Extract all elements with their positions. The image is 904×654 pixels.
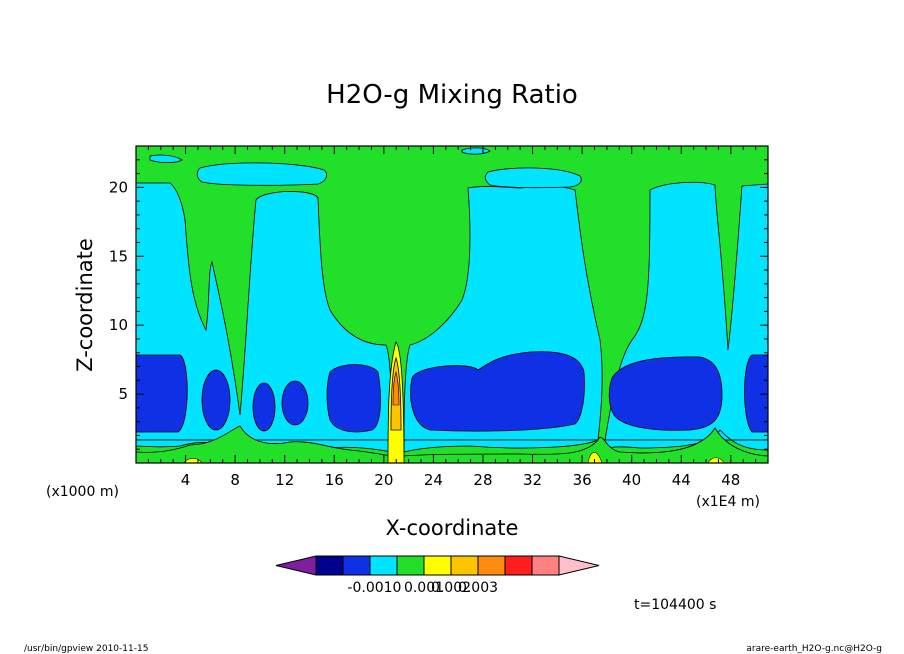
x-tick-label: 12 (275, 471, 294, 489)
y-scale-note: (x1000 m) (46, 484, 119, 500)
footer-left: /usr/bin/gpview 2010-11-15 (24, 644, 148, 654)
y-tick-label: 20 (109, 178, 128, 196)
colorbar-swatch (396, 555, 425, 576)
contour-cyan-region-1 (136, 182, 393, 441)
colorbar-swatch (369, 555, 398, 576)
plot-frame (135, 145, 769, 464)
contour-cyan-top-2 (484, 167, 582, 188)
colorbar-tick-label: 0.003 (458, 580, 498, 596)
colorbar (275, 555, 600, 576)
contour-cyan-top-1 (196, 162, 327, 186)
y-tick-label: 15 (109, 247, 128, 265)
x-tick-label: 32 (523, 471, 542, 489)
colorbar-under-triangle (275, 555, 317, 576)
contour-blue-cell-3 (252, 382, 276, 432)
x-tick-label: 20 (374, 471, 393, 489)
colorbar-swatch (477, 555, 506, 576)
contour-cyan-top-3 (149, 154, 183, 164)
x-scale-note: (x1E4 m) (696, 494, 760, 510)
colorbar-tick-label: 0.002 (431, 580, 471, 596)
colorbar-swatch (342, 555, 371, 576)
y-axis-label: Z-coordinate (73, 238, 97, 372)
colorbar-swatch (423, 555, 452, 576)
x-tick-label: 40 (622, 471, 641, 489)
contour-blue-cell-7 (608, 356, 723, 431)
colorbar-swatch (504, 555, 533, 576)
colorbar-tick-label: 0 (393, 580, 402, 596)
x-tick-label: 44 (672, 471, 691, 489)
x-tick-label: 28 (473, 471, 492, 489)
x-tick-label: 4 (181, 471, 191, 489)
chart-title: H2O-g Mixing Ratio (326, 80, 578, 110)
colorbar-swatch (531, 555, 560, 576)
x-tick-label: 8 (230, 471, 240, 489)
colorbar-swatch (450, 555, 479, 576)
y-axis-ticks: 5 10 15 20 (109, 159, 768, 450)
time-label: t=104400 s (634, 597, 716, 613)
contour-red-core (392, 370, 400, 406)
contour-blue-cell-1 (136, 354, 188, 433)
x-axis-ticks: 4 8 12 16 20 24 28 32 36 40 44 48 (147, 146, 757, 489)
colorbar-tick-label: 0.001 (404, 580, 444, 596)
footer-right: arare-earth_H2O-g.nc@H2O-g (746, 644, 882, 654)
y-tick-label: 5 (118, 385, 128, 403)
x-tick-label: 16 (325, 471, 344, 489)
contour-cyan-top-4 (461, 147, 491, 155)
contour-green-surface (136, 425, 768, 463)
x-tick-label: 36 (573, 471, 592, 489)
contour-blue-cell-5 (326, 364, 381, 433)
colorbar-swatch (315, 555, 344, 576)
plot-area (136, 146, 768, 463)
contour-blue-cell-6 (410, 351, 585, 432)
contour-blue-cell-8 (744, 354, 768, 433)
contour-blue-cell-4 (281, 380, 309, 426)
x-axis-label: X-coordinate (386, 516, 519, 540)
colorbar-tick-label: -0.001 (347, 580, 392, 596)
y-tick-label: 10 (109, 316, 128, 334)
x-tick-label: 24 (424, 471, 443, 489)
contour-blue-cell-2 (201, 369, 231, 431)
colorbar-over-triangle (558, 555, 600, 576)
x-tick-label: 48 (721, 471, 740, 489)
